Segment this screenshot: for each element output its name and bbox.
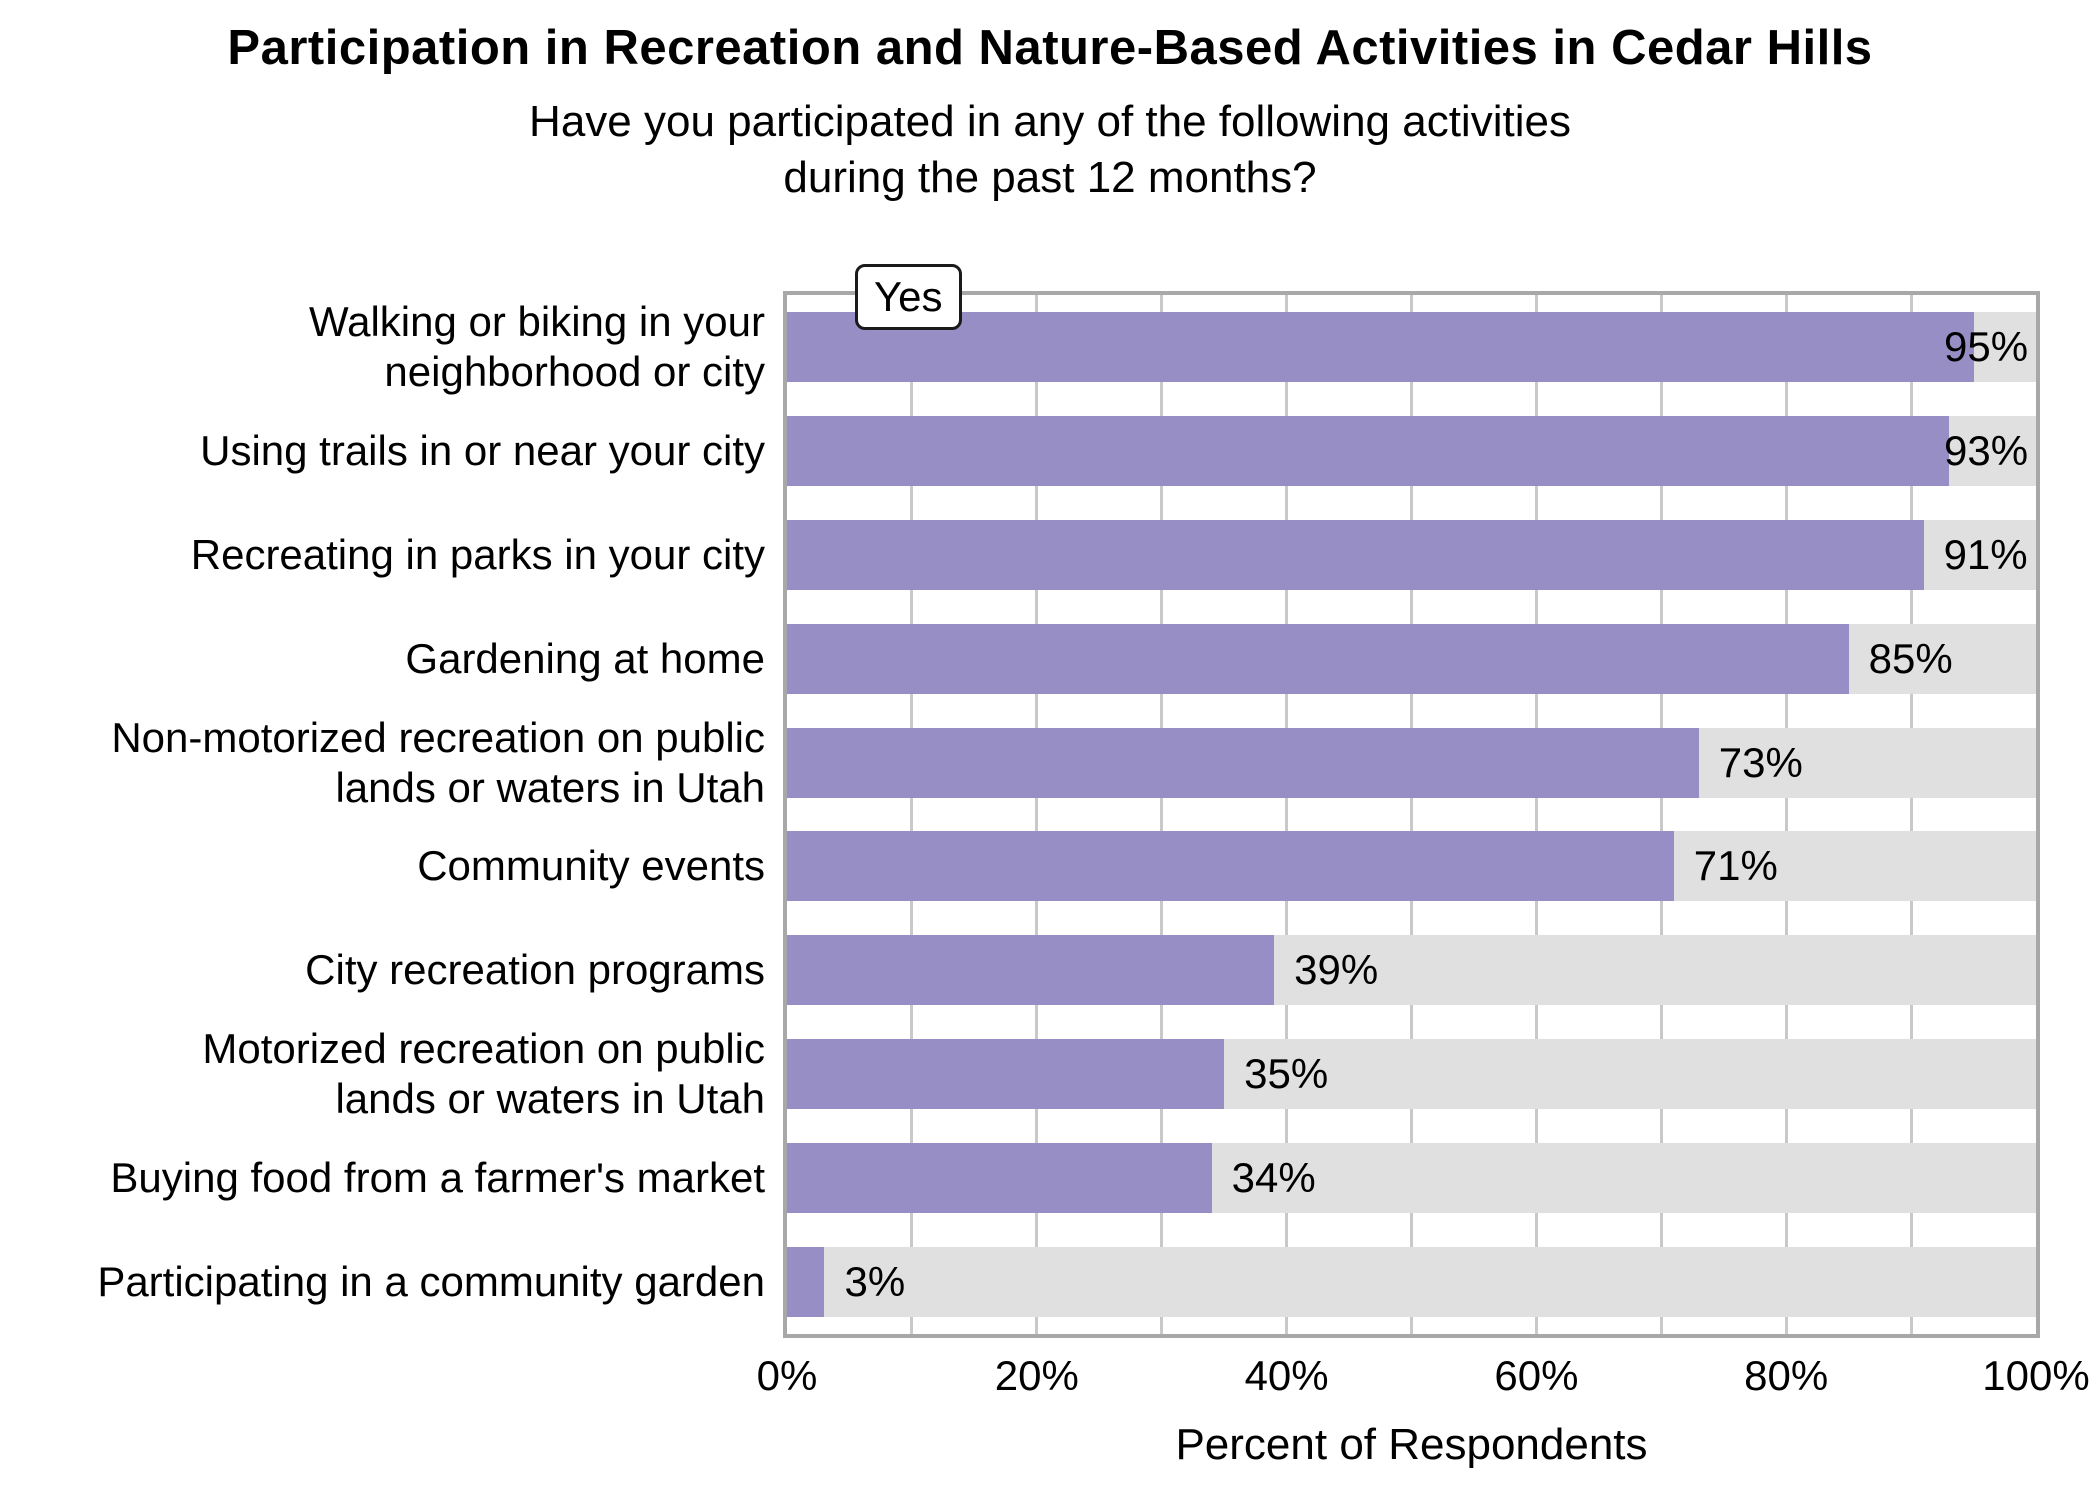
bar-row: 3% Participating in a community garden (97, 1230, 2036, 1334)
bar (787, 831, 1674, 902)
bar (787, 1143, 1212, 1214)
x-tick-label: 100% (1982, 1352, 2090, 1399)
bar-value-label: 93% (1944, 426, 2029, 474)
bar-row: 35% Motorized recreation on public lands … (202, 1022, 2036, 1126)
x-tick-label: 60% (1494, 1352, 1579, 1399)
x-tick-label: 0% (756, 1352, 818, 1399)
legend-yes: Yes (855, 264, 962, 330)
bar (787, 727, 1699, 798)
x-axis-ticks: 0% 20% 40% 60% 80% 100% (757, 1352, 2090, 1404)
bar-row: 93% Using trails in or near your city (200, 399, 2036, 503)
category-label: Using trails in or near your city (200, 426, 765, 474)
category-label: Walking or biking in your neighborhood o… (309, 297, 765, 395)
plot-area: 95% Walking or biking in your neighborhoo… (97, 291, 2040, 1338)
bar-row: 71% Community events (417, 815, 2036, 919)
bar (787, 1039, 1225, 1110)
x-axis-title: Percent of Respondents (1175, 1420, 1648, 1469)
category-label: Gardening at home (405, 634, 765, 682)
bar-value-label: 91% (1943, 530, 2028, 578)
legend-yes-label: Yes (874, 273, 943, 320)
gridline (1285, 295, 1289, 1334)
category-label: Community events (417, 842, 765, 890)
gridline (1410, 295, 1413, 1334)
bar-value-label: 34% (1231, 1154, 1316, 1202)
bar-value-label: 39% (1294, 946, 1379, 994)
bar-value-label: 35% (1244, 1050, 1329, 1098)
bar-track (787, 1247, 2036, 1318)
gridline (1909, 295, 1913, 1334)
gridline (1659, 295, 1663, 1334)
bar-row: 85% Gardening at home (405, 607, 2036, 711)
bar-value-label: 85% (1868, 634, 1953, 682)
chart-title: Participation in Recreation and Nature-B… (227, 21, 1873, 75)
gridline (1035, 295, 1039, 1334)
bar-row: 73% Non-motorized recreation on public la… (111, 711, 2036, 815)
gridline (1534, 295, 1538, 1334)
gridline (910, 295, 914, 1334)
category-label: Non-motorized recreation on public lands… (111, 713, 765, 811)
category-label: Recreating in parks in your city (190, 530, 765, 578)
bar-row: 91% Recreating in parks in your city (191, 503, 2036, 607)
bar (787, 415, 1949, 486)
x-tick-label: 20% (994, 1352, 1079, 1399)
bar (787, 311, 1974, 382)
gridline (1160, 295, 1164, 1334)
bar (787, 623, 1849, 694)
bar (787, 935, 1275, 1006)
bar-row: 39% City recreation programs (305, 918, 2036, 1022)
bar (787, 519, 1924, 590)
gridline (1784, 295, 1788, 1334)
bar-value-label: 95% (1944, 322, 2029, 370)
category-label: Participating in a community garden (97, 1258, 765, 1306)
chart-subtitle: Have you participated in any of the foll… (529, 97, 1571, 202)
bar (787, 1247, 825, 1318)
x-tick-label: 40% (1244, 1352, 1329, 1399)
bar-value-label: 3% (844, 1258, 906, 1306)
bar-value-label: 71% (1693, 842, 1778, 890)
category-label: City recreation programs (305, 946, 765, 994)
bar-row: 34% Buying food from a farmer's market (110, 1126, 2036, 1230)
category-label: Buying food from a farmer's market (110, 1154, 765, 1202)
x-tick-label: 80% (1744, 1352, 1829, 1399)
bar-row: 95% Walking or biking in your neighborhoo… (309, 295, 2036, 399)
category-label: Motorized recreation on public lands or … (202, 1025, 765, 1123)
bar-value-label: 73% (1718, 738, 1803, 786)
